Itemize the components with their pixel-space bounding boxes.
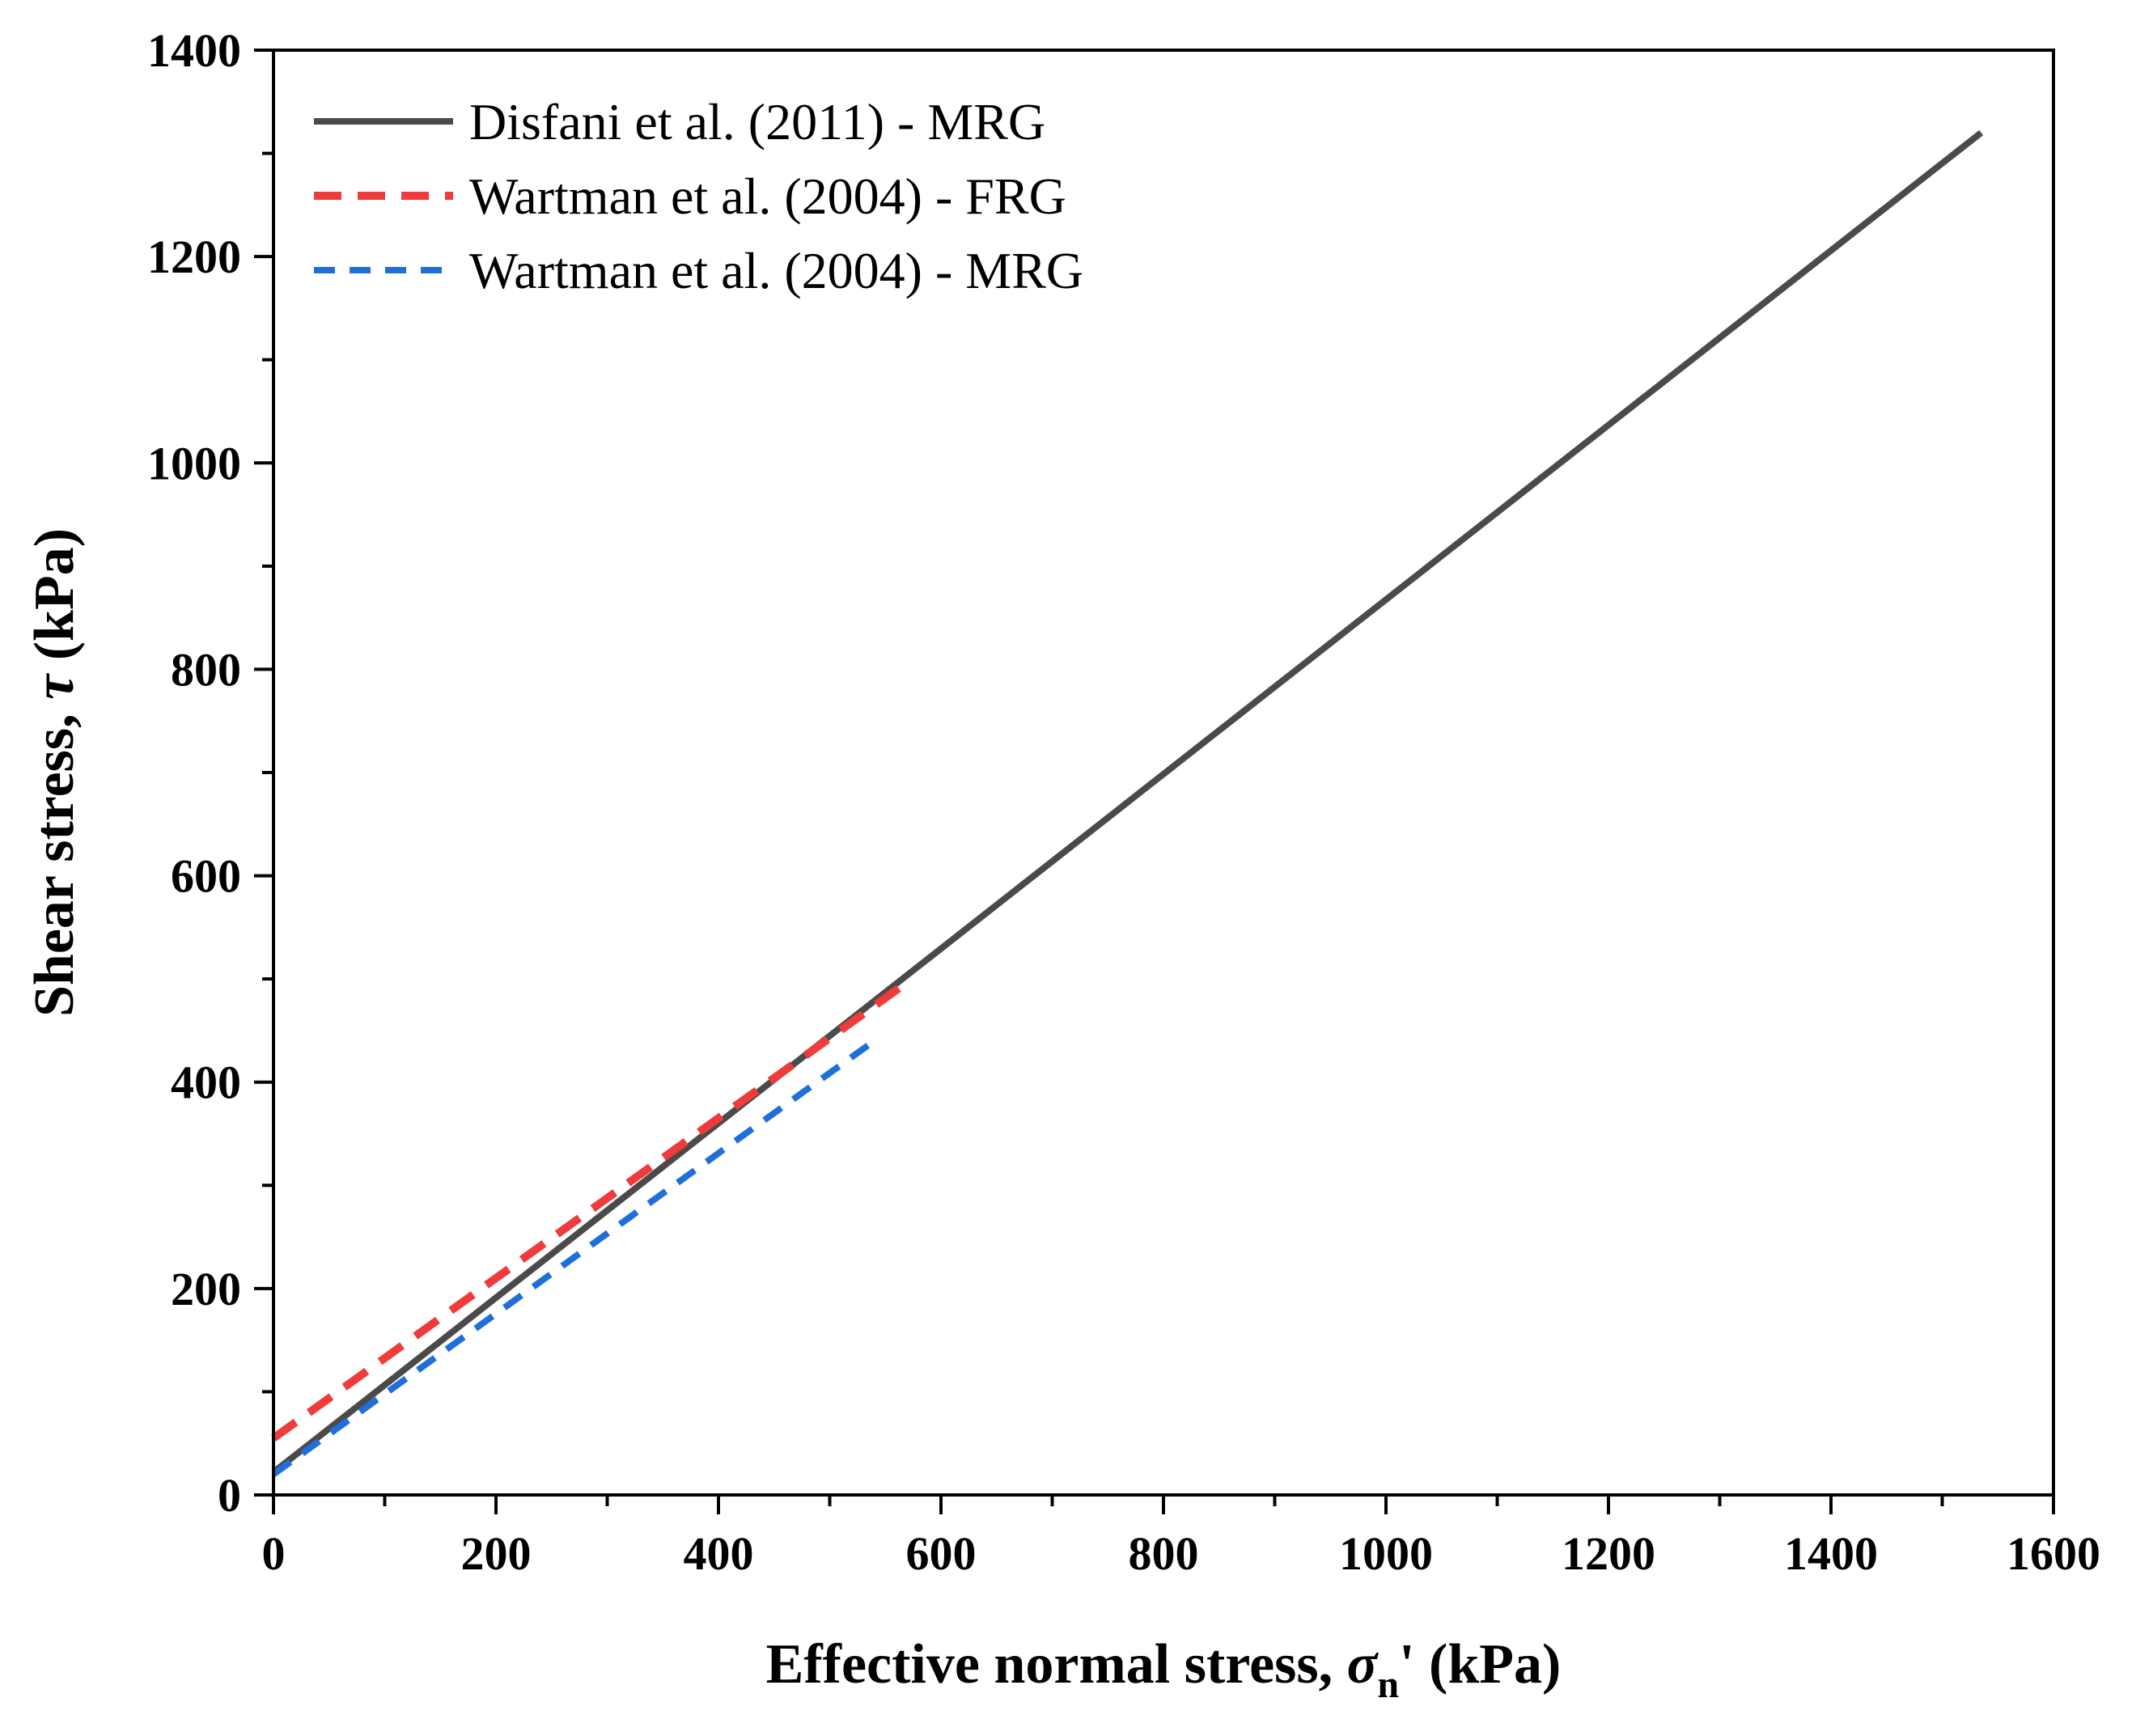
- y-tick-label: 600: [171, 850, 241, 903]
- series-line-2: [271, 978, 910, 1442]
- legend-label-3: Wartman et al. (2004) - MRG: [469, 242, 1083, 299]
- x-axis-title-suffix: ' (kPa): [1399, 1633, 1561, 1696]
- legend-label-1: Disfani et al. (2011) - MRG: [469, 93, 1045, 150]
- y-tick-label: 400: [171, 1056, 241, 1109]
- y-tick-label: 0: [218, 1469, 241, 1522]
- legend-label-2: Wartman et al. (2004) - FRG: [469, 167, 1066, 225]
- x-tick-label: 400: [684, 1527, 754, 1580]
- axis-ticks: [254, 49, 2055, 1514]
- y-tick-label: 200: [171, 1263, 241, 1315]
- y-axis-title-prefix: Shear stress,: [23, 700, 86, 1017]
- x-tick-label: 200: [461, 1527, 532, 1580]
- legend: Disfani et al. (2011) - MRG Wartman et al…: [314, 93, 1083, 299]
- series-lines: [271, 129, 1984, 1477]
- x-tick-label: 1200: [1562, 1527, 1655, 1580]
- x-axis-title-subscript: n: [1377, 1663, 1399, 1706]
- y-tick-labels: 0 200 400 600 800 1000 1200 1400: [147, 24, 241, 1522]
- series-line-3: [271, 1038, 876, 1477]
- x-tick-label: 1400: [1784, 1527, 1878, 1580]
- y-axis-title-symbol: τ: [23, 673, 86, 700]
- x-tick-label: 600: [906, 1527, 977, 1580]
- plot-frame: [272, 49, 2055, 1497]
- y-axis-title: Shear stress, τ (kPa): [23, 528, 86, 1017]
- series-line-1: [271, 129, 1984, 1476]
- x-axis-title: Effective normal stress, σn' (kPa): [766, 1633, 1562, 1706]
- x-tick-label: 1000: [1339, 1527, 1433, 1580]
- y-tick-label: 1400: [147, 24, 241, 77]
- x-tick-label: 1600: [2007, 1527, 2100, 1580]
- y-tick-label: 1000: [147, 437, 241, 489]
- y-tick-label: 800: [171, 643, 241, 696]
- y-tick-label: 1200: [147, 231, 241, 283]
- x-tick-label: 800: [1129, 1527, 1199, 1580]
- x-tick-label: 0: [262, 1527, 286, 1580]
- x-axis-title-prefix: Effective normal stress,: [766, 1633, 1347, 1696]
- x-axis-title-symbol: σ: [1347, 1633, 1380, 1696]
- x-tick-labels: 0 200 400 600 800 1000 1200 1400 1600: [262, 1527, 2101, 1580]
- y-axis-title-suffix: (kPa): [23, 528, 86, 675]
